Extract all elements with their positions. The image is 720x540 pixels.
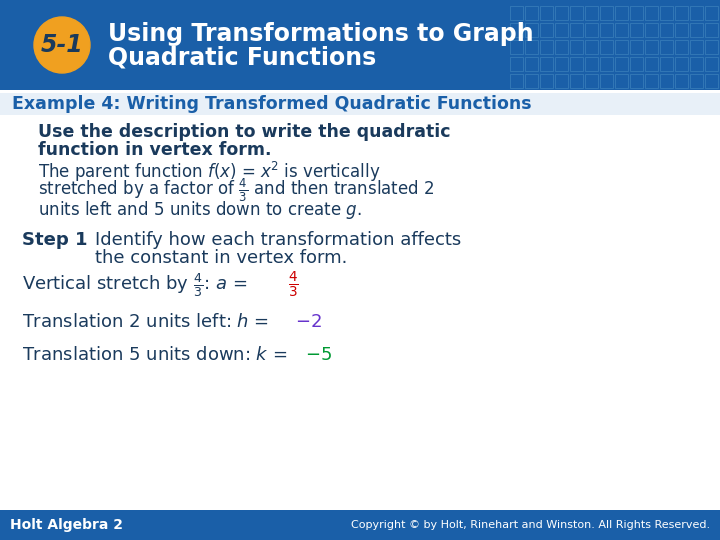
Bar bbox=[660, 74, 673, 88]
Bar bbox=[540, 57, 553, 71]
Bar bbox=[555, 40, 568, 54]
Bar bbox=[705, 40, 718, 54]
Bar bbox=[600, 23, 613, 37]
Bar bbox=[630, 6, 643, 20]
Text: $\frac{4}{3}$: $\frac{4}{3}$ bbox=[288, 270, 299, 300]
Text: units left and 5 units down to create $g$.: units left and 5 units down to create $g… bbox=[38, 199, 362, 221]
Text: Identify how each transformation affects: Identify how each transformation affects bbox=[95, 231, 462, 249]
Bar bbox=[645, 40, 658, 54]
Bar bbox=[510, 40, 523, 54]
Bar bbox=[645, 23, 658, 37]
Bar bbox=[615, 40, 628, 54]
Bar bbox=[555, 23, 568, 37]
Bar bbox=[675, 6, 688, 20]
Bar bbox=[690, 23, 703, 37]
Bar bbox=[675, 74, 688, 88]
Bar bbox=[615, 6, 628, 20]
Text: Translation 2 units left: $h$ =: Translation 2 units left: $h$ = bbox=[22, 313, 271, 331]
Bar bbox=[510, 57, 523, 71]
Bar bbox=[525, 40, 538, 54]
Bar bbox=[675, 40, 688, 54]
Bar bbox=[690, 6, 703, 20]
Bar bbox=[585, 23, 598, 37]
Bar bbox=[540, 40, 553, 54]
Text: The parent function $f$($x$) = $x$$^2$ is vertically: The parent function $f$($x$) = $x$$^2$ i… bbox=[38, 160, 380, 184]
Text: Quadratic Functions: Quadratic Functions bbox=[108, 46, 377, 70]
Bar bbox=[570, 6, 583, 20]
Bar bbox=[690, 57, 703, 71]
Bar bbox=[540, 74, 553, 88]
Bar bbox=[570, 23, 583, 37]
Bar bbox=[705, 23, 718, 37]
Bar bbox=[570, 74, 583, 88]
Bar bbox=[630, 23, 643, 37]
Bar bbox=[585, 57, 598, 71]
Bar bbox=[675, 23, 688, 37]
Bar bbox=[525, 74, 538, 88]
Bar bbox=[690, 74, 703, 88]
Bar bbox=[645, 6, 658, 20]
Bar bbox=[510, 23, 523, 37]
Bar bbox=[540, 6, 553, 20]
Bar bbox=[600, 57, 613, 71]
Text: Using Transformations to Graph: Using Transformations to Graph bbox=[108, 22, 534, 46]
Bar bbox=[555, 57, 568, 71]
Bar bbox=[555, 6, 568, 20]
Bar bbox=[585, 74, 598, 88]
Bar bbox=[660, 57, 673, 71]
Text: function in vertex form.: function in vertex form. bbox=[38, 141, 271, 159]
Bar bbox=[615, 74, 628, 88]
Bar bbox=[570, 57, 583, 71]
Bar bbox=[510, 74, 523, 88]
Bar bbox=[645, 57, 658, 71]
Circle shape bbox=[34, 17, 90, 73]
Bar bbox=[570, 40, 583, 54]
Bar bbox=[0, 510, 720, 540]
Bar bbox=[675, 57, 688, 71]
Bar bbox=[705, 6, 718, 20]
Bar bbox=[510, 6, 523, 20]
Bar bbox=[600, 40, 613, 54]
Text: stretched by a factor of $\frac{4}{3}$ and then translated 2: stretched by a factor of $\frac{4}{3}$ a… bbox=[38, 176, 435, 204]
Bar bbox=[525, 57, 538, 71]
Bar bbox=[660, 40, 673, 54]
Bar bbox=[0, 93, 720, 115]
Bar bbox=[615, 57, 628, 71]
Bar bbox=[525, 23, 538, 37]
Text: $-$2: $-$2 bbox=[295, 313, 322, 331]
Text: Copyright © by Holt, Rinehart and Winston. All Rights Reserved.: Copyright © by Holt, Rinehart and Winsto… bbox=[351, 520, 710, 530]
Bar bbox=[660, 23, 673, 37]
Text: 5-1: 5-1 bbox=[40, 33, 84, 57]
Bar bbox=[630, 40, 643, 54]
Text: Translation 5 units down: $k$ =: Translation 5 units down: $k$ = bbox=[22, 346, 289, 364]
Text: Holt Algebra 2: Holt Algebra 2 bbox=[10, 518, 123, 532]
Bar bbox=[525, 6, 538, 20]
Bar bbox=[690, 40, 703, 54]
Bar bbox=[705, 57, 718, 71]
Text: Use the description to write the quadratic: Use the description to write the quadrat… bbox=[38, 123, 451, 141]
Bar bbox=[630, 74, 643, 88]
FancyBboxPatch shape bbox=[0, 0, 720, 90]
Bar bbox=[540, 23, 553, 37]
Text: the constant in vertex form.: the constant in vertex form. bbox=[95, 249, 347, 267]
Text: Step 1: Step 1 bbox=[22, 231, 88, 249]
Bar bbox=[705, 74, 718, 88]
Bar bbox=[660, 6, 673, 20]
Bar bbox=[630, 57, 643, 71]
Bar bbox=[600, 74, 613, 88]
Text: Vertical stretch by $\frac{4}{3}$: $a$ =: Vertical stretch by $\frac{4}{3}$: $a$ = bbox=[22, 271, 249, 299]
Text: $-$5: $-$5 bbox=[305, 346, 332, 364]
Bar bbox=[585, 40, 598, 54]
Bar bbox=[615, 23, 628, 37]
Text: Example 4: Writing Transformed Quadratic Functions: Example 4: Writing Transformed Quadratic… bbox=[12, 95, 531, 113]
Bar bbox=[600, 6, 613, 20]
Bar bbox=[645, 74, 658, 88]
Bar bbox=[585, 6, 598, 20]
Bar bbox=[555, 74, 568, 88]
